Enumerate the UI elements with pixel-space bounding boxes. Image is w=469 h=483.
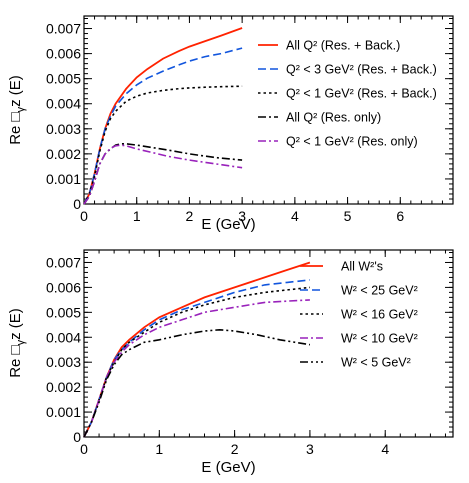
y-tick-label: 0.007 — [46, 254, 81, 270]
series-line-1 — [83, 47, 243, 205]
x-tick-label: 3 — [238, 208, 246, 224]
y-tick-label: 0.001 — [46, 404, 81, 420]
series-line-3 — [83, 299, 310, 438]
series-line-2 — [83, 85, 243, 205]
plot-frame — [83, 15, 454, 205]
y-tick-label: 0 — [73, 196, 81, 212]
series-line-2 — [83, 286, 310, 438]
x-axis-label: E (GeV) — [201, 459, 255, 476]
x-tick-label: 3 — [306, 441, 314, 457]
y-tick-label: 0.007 — [46, 21, 81, 37]
y-tick-label: 0.006 — [46, 46, 81, 62]
legend-label-2: Q² < 1 GeV² (Res. + Back.) — [286, 87, 437, 101]
legend-label-0: All Q² (Res. + Back.) — [286, 39, 400, 53]
top-panel: 0 1 2 3 4 5 6 0 0.001 0.002 0.003 0.004 0.005 0.006 0.… — [7, 15, 454, 233]
x-tick-label: 2 — [231, 441, 239, 457]
y-tick-label: 0.005 — [46, 304, 81, 320]
y-tick-label: 0.003 — [46, 121, 81, 137]
series-line-4 — [83, 144, 243, 205]
bottom-panel: 0 1 2 3 4 0 0.001 0.002 0.003 0.004 0.005 0.006 0.00… — [7, 249, 454, 476]
legend-label-3: All Q² (Res. only) — [286, 111, 381, 125]
y-tick-label: 0.001 — [46, 171, 81, 187]
x-tick-label: 6 — [396, 208, 404, 224]
legend-label-1: Q² < 3 GeV² (Res. + Back.) — [286, 63, 437, 77]
legend-label-2: W² < 16 GeV² — [341, 308, 418, 322]
legend-label-4: W² < 5 GeV² — [341, 356, 411, 370]
x-tick-label: 0 — [80, 441, 88, 457]
plot-frame — [83, 249, 454, 438]
y-tick-label: 0.002 — [46, 379, 81, 395]
x-tick-label: 2 — [186, 208, 194, 224]
y-tick-label: 0.005 — [46, 71, 81, 87]
y-tick-label: 0.002 — [46, 146, 81, 162]
y-tick-label: 0.006 — [46, 279, 81, 295]
y-tick-label: 0 — [73, 429, 81, 445]
x-axis-label: E (GeV) — [201, 216, 255, 233]
series-line-4 — [83, 328, 311, 438]
series-line-3 — [83, 143, 243, 205]
legend-label-4: Q² < 1 GeV² (Res. only) — [286, 135, 418, 149]
y-tick-label: 0.004 — [46, 96, 81, 112]
series-line-0 — [83, 261, 311, 438]
y-axis-label: Re □γz (E) — [7, 75, 27, 145]
legend-label-1: W² < 25 GeV² — [341, 284, 418, 298]
x-tick-label: 4 — [381, 441, 389, 457]
x-tick-label: 5 — [344, 208, 352, 224]
x-tick-label: 0 — [80, 208, 88, 224]
x-tick-label: 1 — [155, 441, 163, 457]
y-tick-label: 0.003 — [46, 354, 81, 370]
y-tick-label: 0.004 — [46, 329, 81, 345]
x-tick-label: 1 — [133, 208, 141, 224]
y-axis-label: Re □γz (E) — [7, 308, 27, 378]
legend-label-0: All W²'s — [341, 260, 383, 274]
legend-label-3: W² < 10 GeV² — [341, 332, 418, 346]
x-tick-label: 4 — [291, 208, 299, 224]
